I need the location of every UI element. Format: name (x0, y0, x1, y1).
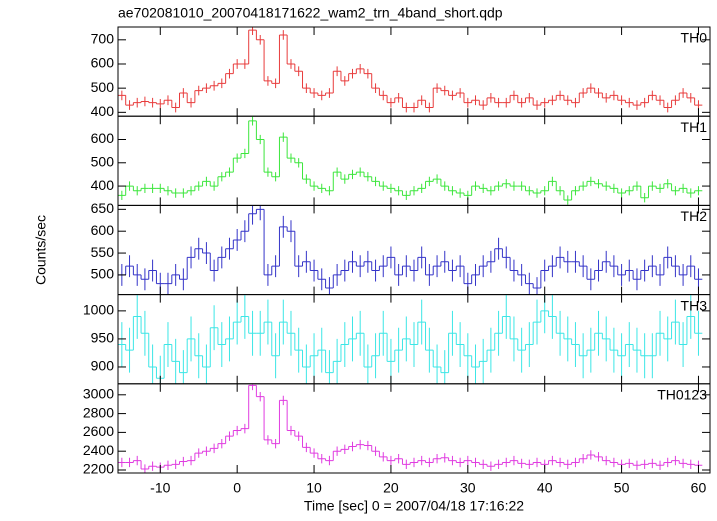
y-axis-label: Counts/sec (33, 215, 49, 285)
y-tick-label: 900 (91, 358, 115, 374)
panel-label: TH3 (681, 297, 708, 313)
x-tick-label: 20 (383, 480, 399, 496)
panel-label: TH0 (681, 30, 708, 46)
y-tick-label: 600 (91, 222, 115, 238)
y-tick-label: 400 (91, 177, 115, 193)
series-group (118, 116, 703, 205)
y-tick-label: 400 (91, 103, 115, 119)
x-tick-label: 50 (614, 480, 630, 496)
y-tick-label: 550 (91, 244, 115, 260)
y-tick-label: 2400 (83, 442, 114, 458)
y-tick-label: 3000 (83, 386, 114, 402)
y-tick-label: 950 (91, 330, 115, 346)
y-tick-label: 2800 (83, 404, 114, 420)
y-tick-label: 2200 (83, 461, 114, 477)
y-tick-label: 600 (91, 130, 115, 146)
x-tick-label: 0 (233, 480, 241, 496)
y-tick-label: 2600 (83, 423, 114, 439)
series-group (118, 205, 703, 295)
panel-label: TH0123 (657, 387, 707, 403)
panel-frame (117, 383, 711, 474)
y-tick-label: 1000 (83, 302, 114, 318)
y-tick-label: 500 (91, 79, 115, 95)
series-group (118, 383, 703, 473)
x-tick-label: -10 (150, 480, 170, 496)
panel-label: TH2 (681, 208, 708, 224)
chart-title: ae702081010_20070418171622_wam2_trn_4ban… (118, 5, 503, 21)
x-tick-label: 30 (460, 480, 476, 496)
panel-label: TH1 (681, 119, 708, 135)
y-tick-label: 700 (91, 31, 115, 47)
y-tick-label: 650 (91, 200, 115, 216)
y-tick-label: 500 (91, 153, 115, 169)
series-group (118, 27, 703, 113)
y-tick-label: 600 (91, 55, 115, 71)
x-tick-label: 40 (537, 480, 553, 496)
x-tick-label: 60 (691, 480, 707, 496)
y-tick-label: 500 (91, 266, 115, 282)
x-axis-label: Time [sec] 0 = 2007/04/18 17:16:22 (304, 498, 524, 514)
x-tick-label: 10 (306, 480, 322, 496)
